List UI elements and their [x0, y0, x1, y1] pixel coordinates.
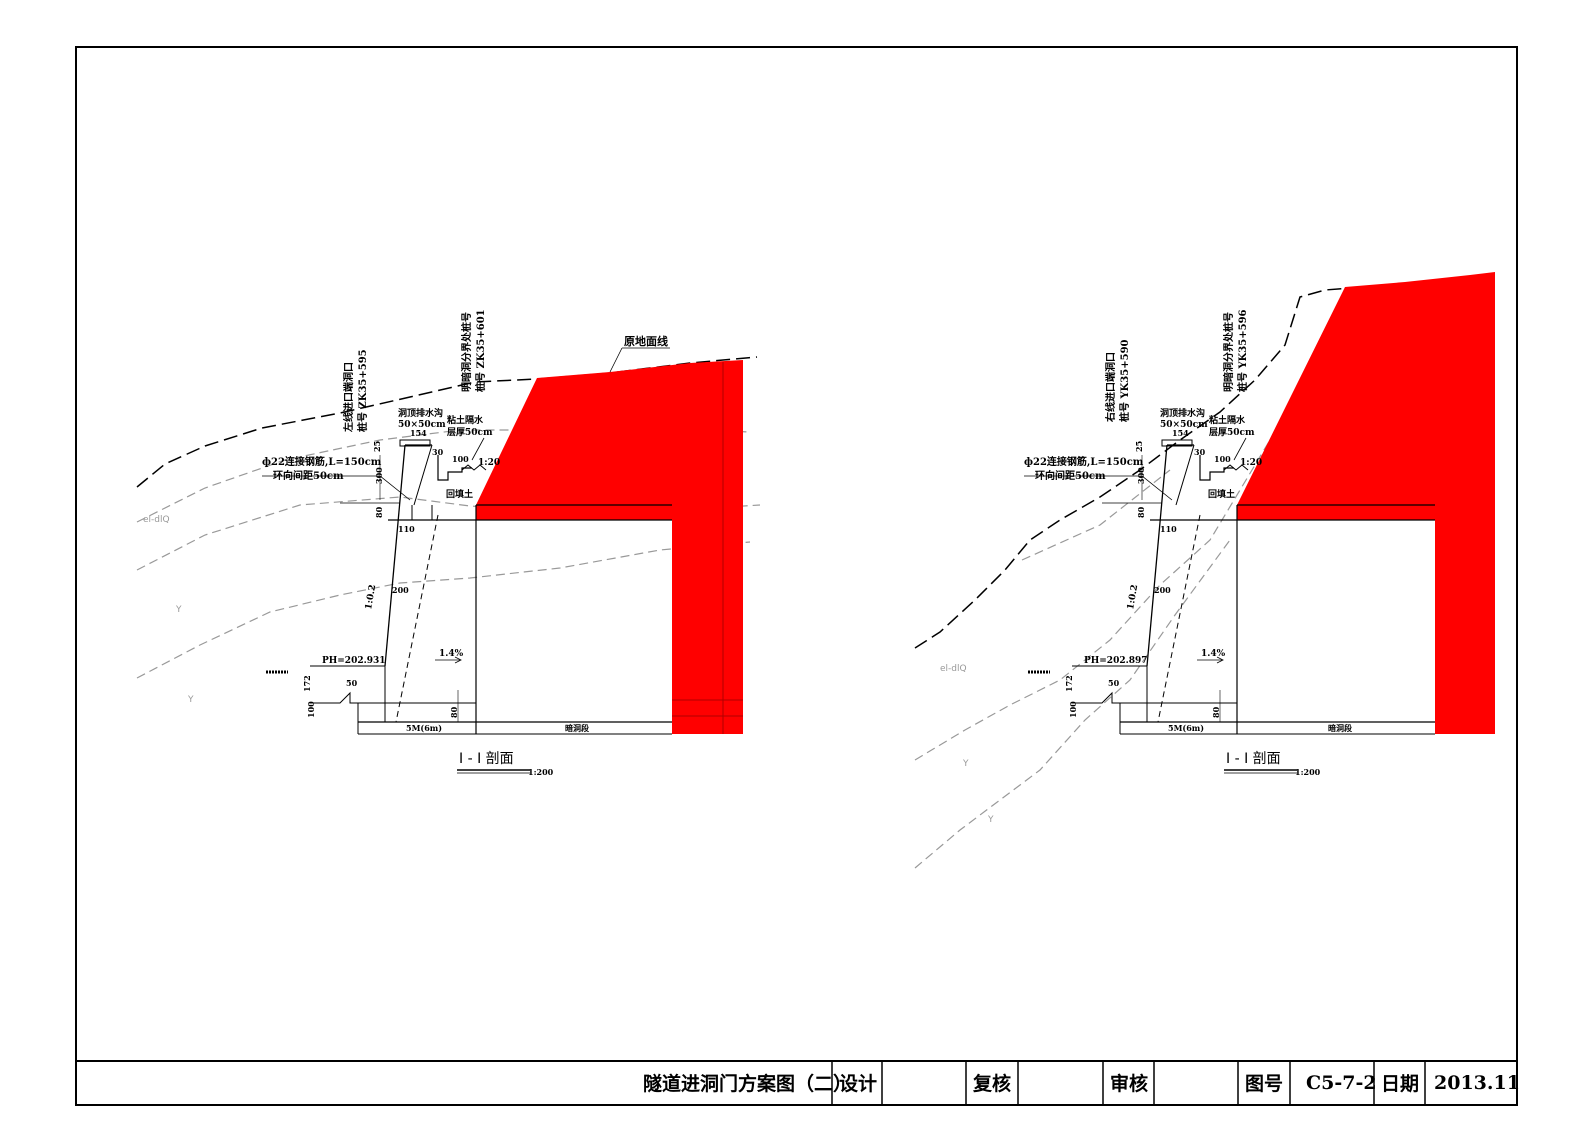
right-portal-station: 桩号 YK35+590 [1118, 339, 1131, 422]
review-label: 复核 [972, 1072, 1011, 1095]
right-elevation: PH=202.897 [1084, 656, 1148, 666]
right-portal-label: 右线进口端洞口 [1104, 352, 1117, 423]
right-dim-100b: 100 [1068, 701, 1078, 718]
left-ground-line-label: 原地面线 [624, 334, 668, 348]
left-ditch-label: 洞顶排水沟 [398, 407, 443, 419]
right-ditch-label: 洞顶排水沟 [1160, 407, 1205, 419]
right-dim-200: 200 [1154, 585, 1171, 595]
left-dim-110: 110 [398, 524, 415, 534]
right-section-title: I - I 剖面 [1226, 751, 1281, 767]
right-dim-110: 110 [1160, 524, 1177, 534]
drawing-no: C5-7-2 [1306, 1072, 1377, 1094]
left-ratio-1-20: 1:20 [478, 458, 500, 468]
left-rebar-label: ф22连接钢筋,L=150cm [262, 455, 382, 468]
right-dim-30: 30 [1194, 447, 1206, 457]
left-portal-station: 桩号 ZK35+595 [356, 349, 369, 432]
left-geo-line-3 [136, 541, 751, 679]
right-dim-50: 50 [1108, 678, 1120, 688]
right-rock-symbol-2: Y [987, 815, 994, 825]
left-section-title: I - I 剖面 [459, 751, 514, 767]
right-dim-80: 80 [1136, 506, 1146, 518]
right-gradient: 1.4% [1201, 649, 1226, 659]
right-rebar-spacing: 环向间距50cm [1035, 469, 1106, 482]
right-dim-172: 172 [1064, 675, 1074, 692]
left-dim-25: 25 [372, 441, 382, 452]
right-waterproof-label: 粘土隔水 [1208, 414, 1246, 426]
right-section-scale: 1:200 [1295, 767, 1321, 777]
date: 2013.11 [1434, 1072, 1520, 1094]
left-ditch-size: 50×50cm [398, 420, 446, 430]
drawing-title: 隧道进洞门方案图（二） [643, 1072, 852, 1095]
right-red-fill [1237, 272, 1495, 734]
left-dim-100b: 100 [306, 701, 316, 718]
drawing-no-label: 图号 [1245, 1073, 1283, 1095]
left-seg-open: 5M(6m) [406, 723, 442, 733]
right-dim-300: 300 [1136, 467, 1146, 484]
right-geo-line-2 [914, 539, 1231, 869]
left-dim-154: 154 [410, 428, 427, 438]
right-dim-100: 100 [1214, 454, 1231, 464]
left-dim-172: 172 [302, 675, 312, 692]
right-dim-154: 154 [1172, 428, 1189, 438]
design-label: 设计 [839, 1073, 877, 1095]
right-ratio-1-20: 1:20 [1240, 458, 1262, 468]
left-seg-dark: 暗洞段 [565, 723, 589, 733]
right-seg-dark: 暗洞段 [1328, 723, 1352, 733]
right-boundary-station: 桩号 YK35+596 [1236, 309, 1249, 392]
sheet-border [75, 46, 1518, 1106]
left-dim-80b: 80 [449, 706, 459, 718]
left-section-scale: 1:200 [528, 767, 554, 777]
left-dim-100: 100 [452, 454, 469, 464]
right-section: 右线进口端洞口 桩号 YK35+590 明暗洞分界处桩号 桩号 YK35+596… [914, 272, 1495, 869]
left-boundary-label: 明暗洞分界处桩号 [460, 312, 473, 392]
right-geo-line-1 [914, 439, 1271, 761]
right-rock-symbol-1: Y [962, 759, 969, 769]
left-waterproof-thickness: 层厚50cm [447, 427, 493, 438]
left-rock-symbol-2: Y [187, 695, 194, 705]
right-seg-open: 5M(6m) [1168, 723, 1204, 733]
right-waterproof-thickness: 层厚50cm [1209, 427, 1255, 438]
title-block: 隧道进洞门方案图（二） 设计 复核 审核 图号 C5-7-2 日期 2013.1… [76, 1060, 1520, 1105]
right-dim-80b: 80 [1211, 706, 1221, 718]
left-backfill-label: 回填土 [446, 488, 473, 500]
left-gradient: 1.4% [439, 649, 464, 659]
left-section: 原地面线 左线进口端洞口 桩号 ZK35+595 明暗洞分界处桩号 桩号 ZK3… [136, 309, 761, 777]
left-dim-30: 30 [432, 447, 444, 457]
right-ditch-size: 50×50cm [1160, 420, 1208, 430]
right-dim-25: 25 [1134, 441, 1144, 452]
left-boundary-station: 桩号 ZK35+601 [474, 309, 487, 392]
right-geo-line-3 [1021, 469, 1171, 561]
left-soil-label: el-dlQ [143, 515, 170, 525]
date-label: 日期 [1381, 1073, 1419, 1095]
left-dim-80: 80 [374, 506, 384, 518]
left-waterproof-label: 粘土隔水 [446, 414, 484, 426]
right-backfill-label: 回填土 [1208, 488, 1235, 500]
left-slope-ratio: 1:0.2 [364, 584, 378, 611]
left-dim-50: 50 [346, 678, 358, 688]
approve-label: 审核 [1110, 1072, 1148, 1095]
right-rebar-label: ф22连接钢筋,L=150cm [1024, 455, 1144, 468]
left-dim-300: 300 [374, 467, 384, 484]
left-rock-symbol-1: Y [175, 605, 182, 615]
left-rebar-spacing: 环向间距50cm [273, 469, 344, 482]
right-boundary-label: 明暗洞分界处桩号 [1222, 312, 1235, 392]
right-ground-line [914, 287, 1351, 649]
left-elevation: PH=202.931 [322, 656, 386, 666]
left-red-fill [476, 360, 743, 734]
right-soil-label: el-dlQ [940, 664, 967, 674]
left-dim-200: 200 [392, 585, 409, 595]
left-portal-label: 左线进口端洞口 [342, 362, 355, 433]
right-slope-ratio: 1:0.2 [1126, 584, 1140, 611]
